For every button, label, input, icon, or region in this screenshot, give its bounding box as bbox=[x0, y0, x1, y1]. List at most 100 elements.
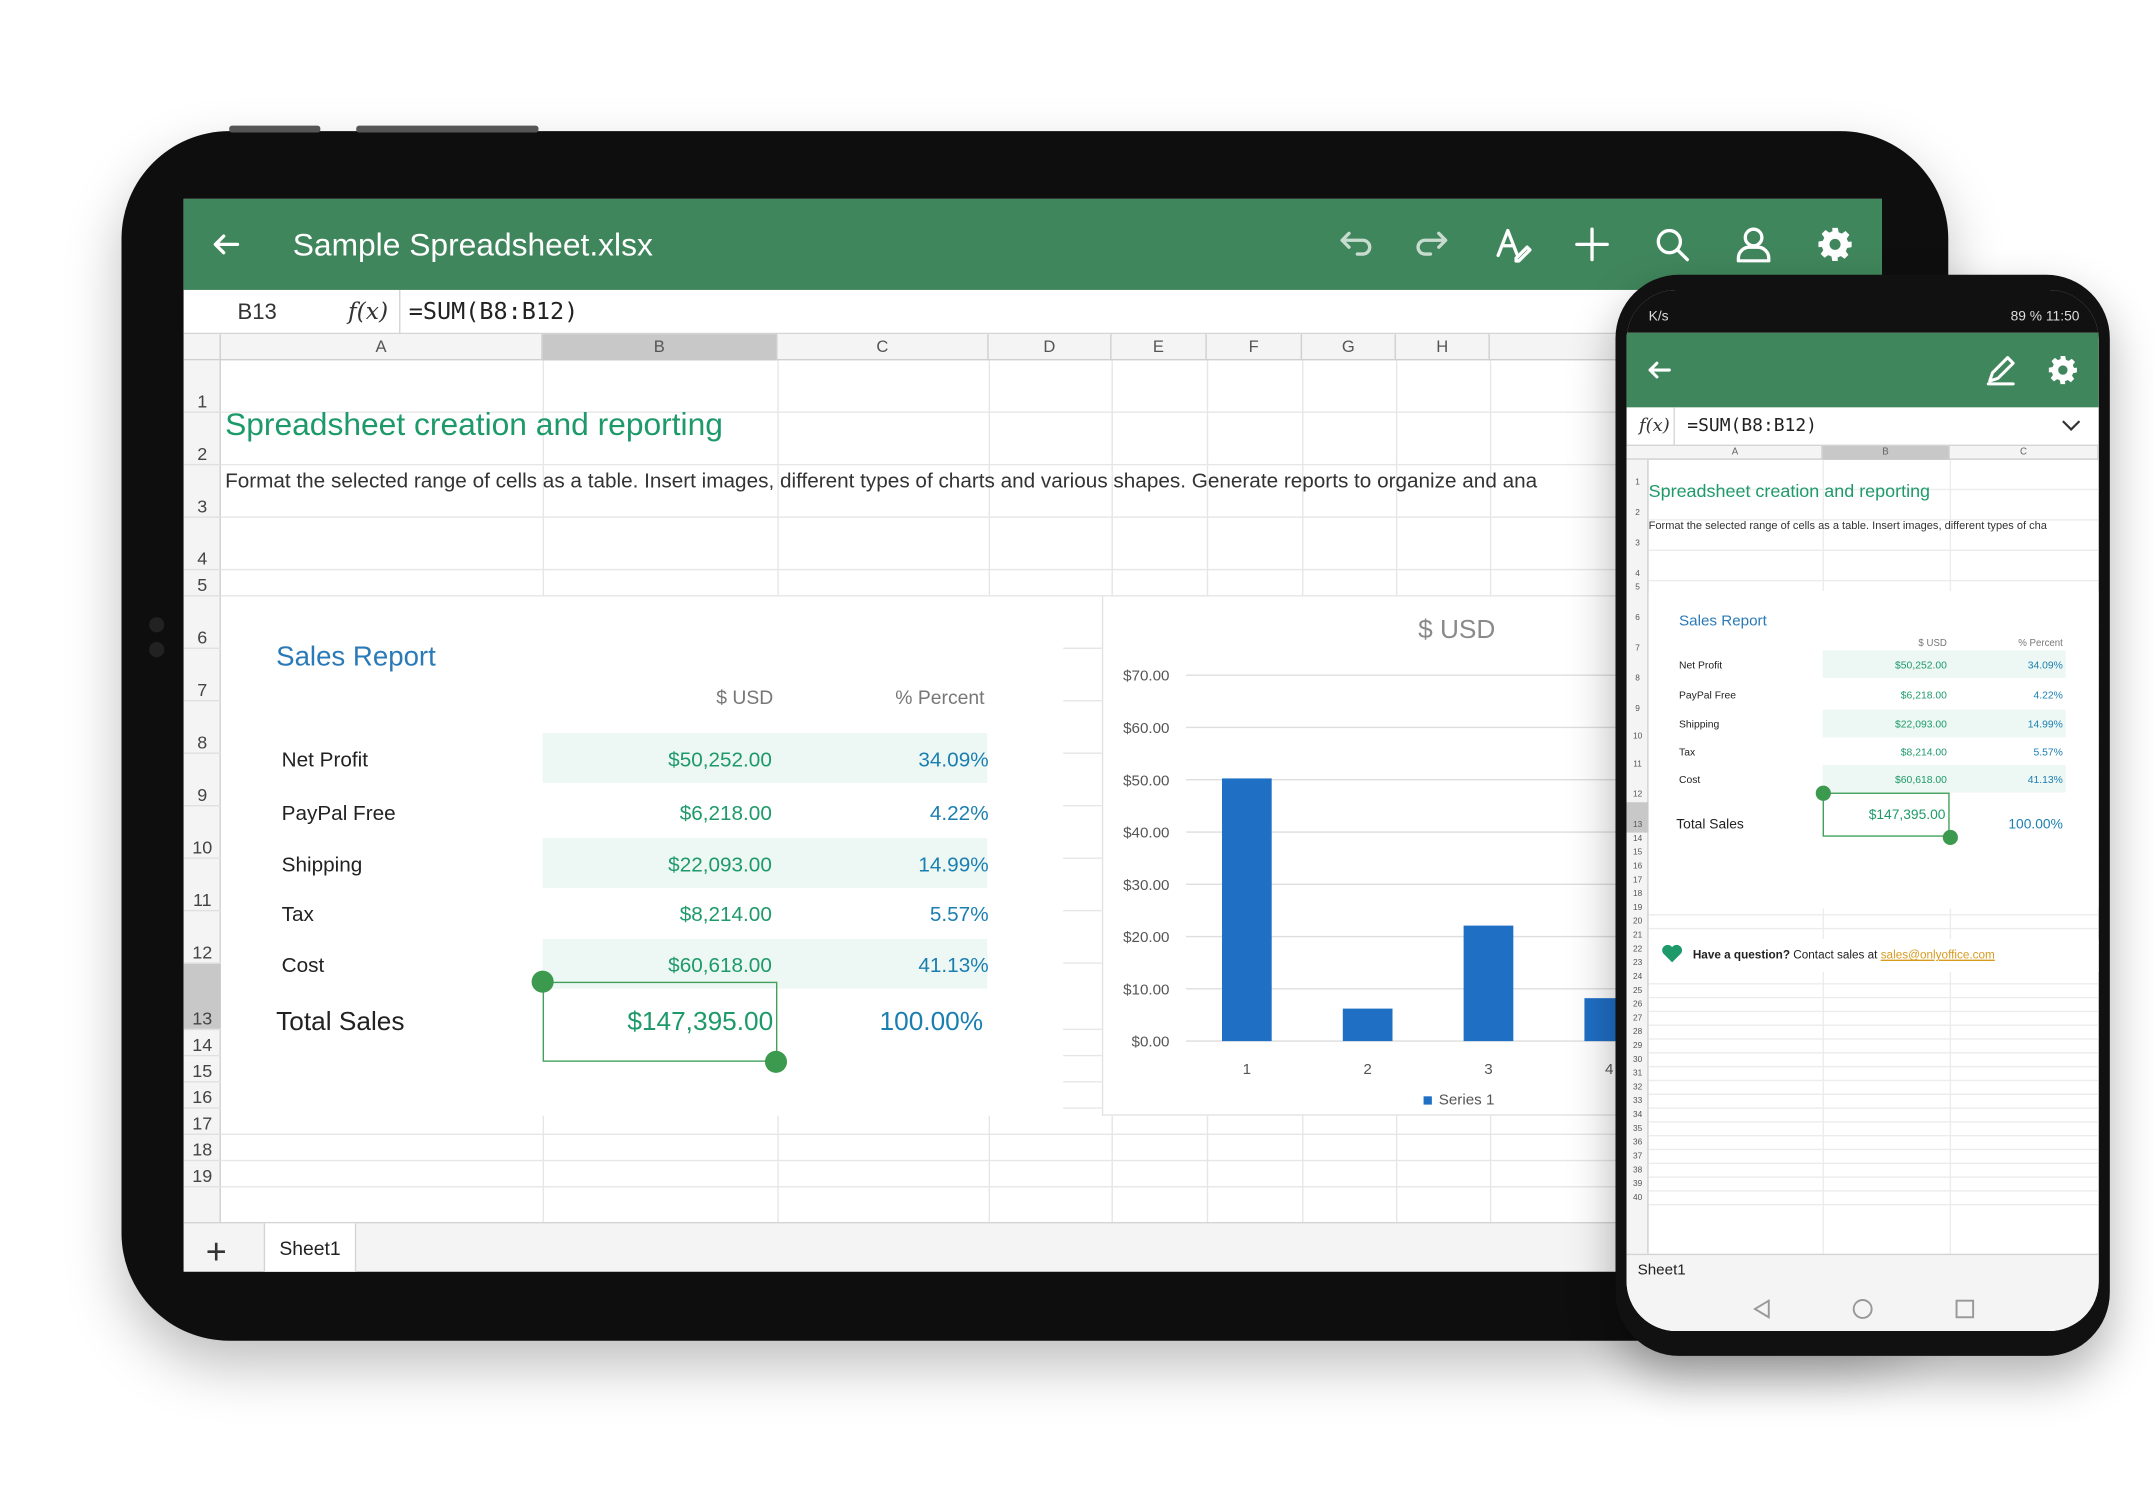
report-usd-4[interactable]: $60,618.00 bbox=[1895, 773, 1947, 786]
row-header-22[interactable]: 22 bbox=[1632, 945, 1643, 955]
row-header-1[interactable]: 1 bbox=[183, 360, 221, 413]
row-header-20[interactable]: 20 bbox=[1632, 918, 1643, 927]
report-usd-2[interactable]: $22,093.00 bbox=[668, 853, 772, 877]
column-header-c[interactable]: C bbox=[1950, 445, 2099, 460]
report-usd-2[interactable]: $22,093.00 bbox=[1895, 717, 1947, 731]
row-header-13[interactable]: 13 bbox=[183, 963, 221, 1031]
nav-back-icon[interactable] bbox=[1751, 1298, 1773, 1320]
function-icon[interactable]: f(x) bbox=[347, 298, 389, 326]
row-header-14[interactable]: 14 bbox=[183, 1030, 221, 1057]
row-header-13[interactable]: 13 bbox=[1626, 802, 1649, 833]
row-header-19[interactable]: 19 bbox=[183, 1161, 221, 1188]
cell-reference-box[interactable]: B13 bbox=[237, 301, 277, 325]
add-sheet-button[interactable]: + bbox=[205, 1230, 227, 1272]
column-header-f[interactable]: F bbox=[1207, 334, 1303, 361]
report-usd-1[interactable]: $6,218.00 bbox=[679, 802, 772, 826]
report-percent-1[interactable]: 4.22% bbox=[929, 802, 989, 826]
column-header-d[interactable]: D bbox=[989, 334, 1112, 361]
row-header-35[interactable]: 35 bbox=[1632, 1125, 1643, 1134]
total-sales-selected-cell[interactable]: $147,395.00 bbox=[1822, 792, 1950, 837]
row-header-8[interactable]: 8 bbox=[183, 701, 221, 754]
phone-sheet-description[interactable]: Format the selected range of cells as a … bbox=[1648, 519, 2047, 532]
chevron-down-icon[interactable] bbox=[2060, 416, 2082, 435]
row-header-16[interactable]: 16 bbox=[1632, 862, 1643, 872]
row-header-38[interactable]: 38 bbox=[1632, 1166, 1643, 1176]
report-percent-0[interactable]: 34.09% bbox=[918, 748, 989, 772]
row-header-7[interactable]: 7 bbox=[1635, 644, 1640, 654]
undo-icon[interactable] bbox=[1334, 224, 1375, 265]
row-header-10[interactable]: 10 bbox=[1632, 733, 1643, 742]
report-percent-0[interactable]: 34.09% bbox=[2027, 658, 2063, 672]
sheet-tab-sheet1[interactable]: Sheet1 bbox=[1637, 1262, 1686, 1279]
row-header-17[interactable]: 17 bbox=[183, 1109, 221, 1135]
column-header-h[interactable]: H bbox=[1396, 334, 1490, 361]
row-header-26[interactable]: 26 bbox=[1632, 1001, 1643, 1010]
report-usd-4[interactable]: $60,618.00 bbox=[668, 954, 772, 978]
row-header-6[interactable]: 6 bbox=[183, 596, 221, 649]
row-header-21[interactable]: 21 bbox=[1632, 932, 1643, 941]
row-header-12[interactable]: 12 bbox=[183, 911, 221, 964]
column-header-g[interactable]: G bbox=[1302, 334, 1396, 361]
row-header-9[interactable]: 9 bbox=[183, 754, 221, 807]
sales-email-link[interactable]: sales@onlyoffice.com bbox=[1880, 947, 1995, 962]
row-header-40[interactable]: 40 bbox=[1632, 1194, 1643, 1203]
sheet-description-cell[interactable]: Format the selected range of cells as a … bbox=[225, 469, 1538, 493]
text-format-icon[interactable] bbox=[1493, 224, 1534, 265]
row-header-27[interactable]: 27 bbox=[1632, 1014, 1643, 1024]
row-header-36[interactable]: 36 bbox=[1632, 1139, 1643, 1148]
row-header-28[interactable]: 28 bbox=[1632, 1028, 1643, 1037]
report-percent-1[interactable]: 4.22% bbox=[2033, 689, 2063, 702]
phone-sheet-title[interactable]: Spreadsheet creation and reporting bbox=[1648, 480, 1931, 502]
row-header-16[interactable]: 16 bbox=[183, 1083, 221, 1109]
report-percent-4[interactable]: 41.13% bbox=[918, 954, 989, 978]
nav-home-icon[interactable] bbox=[1852, 1298, 1874, 1320]
column-header-a[interactable]: A bbox=[1649, 445, 1823, 460]
row-header-2[interactable]: 2 bbox=[183, 413, 221, 466]
report-percent-3[interactable]: 5.57% bbox=[929, 903, 989, 927]
row-header-34[interactable]: 34 bbox=[1632, 1111, 1643, 1120]
row-header-31[interactable]: 31 bbox=[1632, 1070, 1643, 1079]
selection-handle-bottom-right[interactable] bbox=[764, 1050, 788, 1073]
function-icon[interactable]: f(x) bbox=[1638, 415, 1670, 437]
report-percent-2[interactable]: 14.99% bbox=[2027, 717, 2063, 731]
column-header-b[interactable]: B bbox=[542, 334, 778, 361]
edit-pencil-icon[interactable] bbox=[1984, 353, 2017, 386]
row-header-4[interactable]: 4 bbox=[1635, 570, 1640, 579]
add-icon[interactable] bbox=[1571, 224, 1612, 265]
back-arrow-icon[interactable] bbox=[206, 224, 247, 265]
row-header-18[interactable]: 18 bbox=[1632, 890, 1643, 899]
nav-recents-icon[interactable] bbox=[1954, 1298, 1976, 1320]
row-header-14[interactable]: 14 bbox=[1632, 835, 1643, 844]
bar-category-2[interactable] bbox=[1342, 1008, 1393, 1042]
bar-category-1[interactable] bbox=[1221, 778, 1272, 1042]
redo-icon[interactable] bbox=[1413, 224, 1454, 265]
selection-handle-top-left[interactable] bbox=[1815, 785, 1831, 801]
row-header-5[interactable]: 5 bbox=[1635, 584, 1640, 593]
total-sales-selected-cell[interactable]: $147,395.00 bbox=[542, 981, 778, 1062]
report-percent-3[interactable]: 5.57% bbox=[2033, 745, 2063, 759]
selection-handle-bottom-right[interactable] bbox=[1942, 829, 1958, 846]
row-header-11[interactable]: 11 bbox=[183, 859, 221, 912]
report-usd-3[interactable]: $8,214.00 bbox=[679, 903, 772, 927]
select-all-corner[interactable] bbox=[184, 334, 221, 361]
row-header-12[interactable]: 12 bbox=[1632, 791, 1643, 800]
sheet-tab-sheet1[interactable]: Sheet1 bbox=[263, 1223, 357, 1272]
row-header-24[interactable]: 24 bbox=[1632, 973, 1643, 982]
column-header-e[interactable]: E bbox=[1112, 334, 1207, 361]
row-header-19[interactable]: 19 bbox=[1632, 904, 1643, 913]
row-header-11[interactable]: 11 bbox=[1633, 760, 1642, 770]
settings-gear-icon[interactable] bbox=[1814, 224, 1855, 265]
row-header-15[interactable]: 15 bbox=[1632, 849, 1643, 858]
row-header-7[interactable]: 7 bbox=[183, 649, 221, 702]
report-usd-1[interactable]: $6,218.00 bbox=[1900, 689, 1947, 702]
row-header-2[interactable]: 2 bbox=[1635, 509, 1640, 518]
column-header-c[interactable]: C bbox=[777, 334, 989, 361]
row-header-10[interactable]: 10 bbox=[183, 806, 221, 859]
row-header-3[interactable]: 3 bbox=[1635, 539, 1640, 549]
row-header-18[interactable]: 18 bbox=[183, 1135, 221, 1162]
row-header-29[interactable]: 29 bbox=[1632, 1042, 1643, 1051]
row-header-1[interactable]: 1 bbox=[1635, 479, 1640, 488]
settings-gear-icon[interactable] bbox=[2048, 355, 2078, 385]
formula-input[interactable]: =SUM(B8:B12) bbox=[1687, 415, 1817, 437]
report-usd-0[interactable]: $50,252.00 bbox=[668, 748, 772, 772]
